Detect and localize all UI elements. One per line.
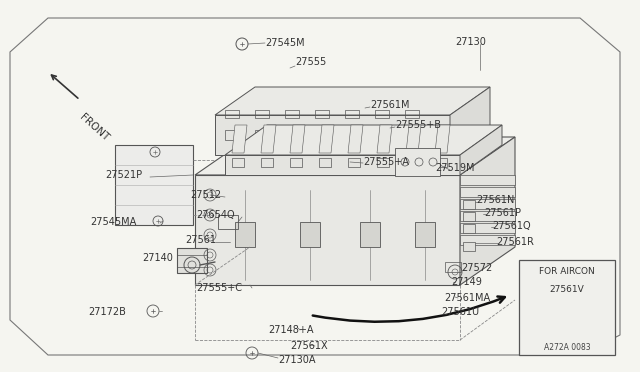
Bar	[519, 260, 615, 355]
Bar	[395, 148, 440, 176]
Text: 27172B: 27172B	[88, 307, 126, 317]
Text: 27561Q: 27561Q	[492, 221, 531, 231]
Text: 27561P: 27561P	[484, 208, 521, 218]
Text: 27561R: 27561R	[496, 237, 534, 247]
Text: 27572: 27572	[461, 263, 492, 273]
Text: 27140: 27140	[142, 253, 173, 263]
Bar	[463, 224, 475, 233]
Bar	[460, 235, 515, 245]
Bar	[553, 300, 581, 336]
Polygon shape	[195, 137, 515, 175]
Bar	[218, 215, 238, 229]
Bar	[235, 222, 255, 247]
Bar	[375, 130, 388, 140]
Text: 27561: 27561	[185, 235, 216, 245]
Bar	[463, 242, 475, 251]
Polygon shape	[290, 125, 305, 153]
Text: 27130A: 27130A	[278, 355, 316, 365]
Text: 27545MA: 27545MA	[90, 217, 136, 227]
Text: 27545M: 27545M	[265, 38, 305, 48]
Bar	[360, 222, 380, 247]
Bar	[115, 145, 193, 225]
Text: 27561M: 27561M	[370, 100, 410, 110]
Polygon shape	[225, 125, 502, 155]
Text: 27148+A: 27148+A	[268, 325, 314, 335]
Bar	[377, 158, 389, 167]
Polygon shape	[435, 125, 450, 153]
Text: 27519M: 27519M	[435, 163, 474, 173]
Text: FRONT: FRONT	[77, 112, 110, 143]
Text: 27561MA: 27561MA	[444, 293, 490, 303]
Text: 27512: 27512	[190, 190, 221, 200]
Bar	[460, 199, 515, 209]
Text: 27130: 27130	[455, 37, 486, 47]
Bar	[225, 130, 238, 140]
Bar	[177, 255, 207, 267]
Bar	[261, 158, 273, 167]
Bar	[177, 248, 207, 273]
Polygon shape	[215, 87, 490, 115]
Bar	[232, 158, 244, 167]
Bar	[445, 262, 461, 272]
Bar	[463, 212, 475, 221]
Bar	[435, 158, 447, 167]
Polygon shape	[450, 87, 490, 155]
Text: 27555: 27555	[295, 57, 326, 67]
Text: 27555+B: 27555+B	[395, 120, 441, 130]
Polygon shape	[406, 125, 421, 153]
Text: 27561V: 27561V	[550, 285, 584, 295]
Bar	[460, 211, 515, 221]
Text: 27521P: 27521P	[105, 170, 142, 180]
Polygon shape	[261, 125, 276, 153]
Polygon shape	[232, 125, 247, 153]
Bar	[300, 222, 320, 247]
Bar	[460, 223, 515, 233]
Text: 27555+C: 27555+C	[196, 283, 242, 293]
Polygon shape	[460, 125, 502, 175]
Polygon shape	[215, 115, 450, 155]
Text: A272A 0083: A272A 0083	[544, 343, 590, 352]
Bar	[285, 130, 298, 140]
Bar	[460, 187, 515, 197]
Polygon shape	[319, 125, 334, 153]
Text: 27555+A: 27555+A	[363, 157, 409, 167]
Bar	[460, 175, 515, 185]
Bar	[290, 158, 302, 167]
Bar	[348, 158, 360, 167]
Bar	[315, 130, 328, 140]
Polygon shape	[195, 175, 460, 285]
Bar	[255, 130, 268, 140]
Text: FOR AIRCON: FOR AIRCON	[539, 267, 595, 276]
Bar	[463, 200, 475, 209]
Bar	[319, 158, 331, 167]
Polygon shape	[348, 125, 363, 153]
Polygon shape	[460, 137, 515, 285]
Bar	[345, 130, 358, 140]
Text: 27149: 27149	[451, 277, 482, 287]
Text: 27561N: 27561N	[476, 195, 515, 205]
Bar	[415, 222, 435, 247]
Text: 27561U: 27561U	[441, 307, 479, 317]
Bar	[406, 158, 418, 167]
Bar	[405, 130, 418, 140]
Polygon shape	[377, 125, 392, 153]
Polygon shape	[225, 155, 460, 175]
Text: 27654Q: 27654Q	[196, 210, 235, 220]
Polygon shape	[10, 18, 620, 355]
Text: 27561X: 27561X	[290, 341, 328, 351]
